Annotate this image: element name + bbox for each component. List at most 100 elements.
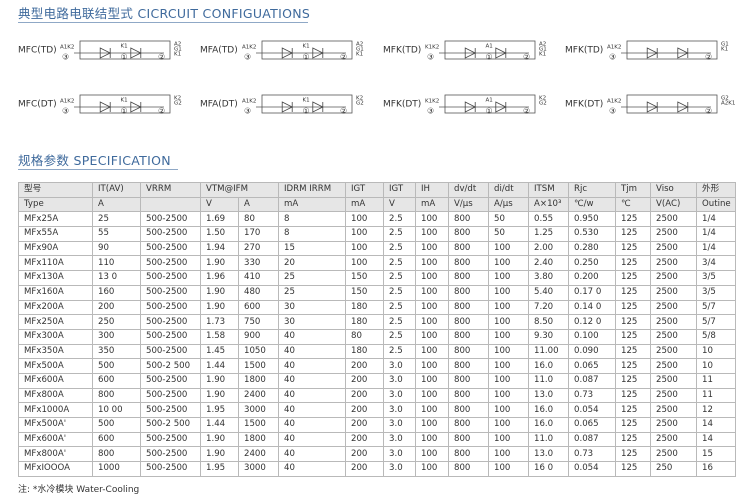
cell: A	[238, 196, 279, 213]
cell: 500-2500	[140, 343, 201, 360]
cell: 2500	[650, 417, 697, 433]
pin-number: ③	[244, 53, 251, 62]
cell: 800	[448, 417, 489, 433]
pin-label: A2K1	[721, 101, 735, 107]
device	[646, 101, 659, 113]
cell: 100	[488, 387, 529, 404]
device	[464, 47, 477, 59]
cell: 1500	[238, 417, 279, 433]
pin-number: ②	[523, 107, 530, 116]
device	[646, 47, 659, 59]
cell: 9.30	[528, 328, 569, 345]
cell: 200	[92, 299, 141, 316]
cell	[140, 196, 201, 213]
cell: 100	[488, 240, 529, 257]
table-row: MFx350A 350 500-2500 1.45 1050 40 180 2.5 100 800…	[18, 343, 736, 360]
cell: 14	[696, 431, 736, 448]
cell: V(AC)	[650, 196, 697, 213]
cell: 5/7	[696, 299, 736, 316]
cell: 外形	[696, 182, 736, 198]
cell: 100	[345, 211, 384, 228]
cell: 125	[615, 240, 651, 257]
cell: 2500	[650, 387, 697, 404]
cell: 500-2500	[140, 240, 201, 257]
cell: 3.0	[383, 461, 416, 477]
pin-number: ①	[303, 107, 310, 116]
cell: 1.58	[200, 328, 239, 345]
cell: 1.96	[200, 270, 239, 286]
pin-number: ③	[609, 107, 616, 116]
cell: 3/4	[696, 255, 736, 272]
cell: 100	[488, 284, 529, 301]
cell: 125	[615, 417, 651, 433]
cell: 125	[615, 328, 651, 345]
circuit-label: MFK(TD)	[383, 46, 421, 56]
circuit-label: MFC(TD)	[18, 46, 57, 56]
pin-number: ②	[523, 53, 530, 62]
cell: 0.530	[568, 226, 616, 242]
cell: 2500	[650, 270, 697, 286]
section-title: 典型电路电联结型式 CICRCUIT CONFIGUATIONS	[18, 6, 311, 21]
cell: 100	[415, 240, 449, 257]
cell: 11.0	[528, 372, 569, 389]
cell: 5/8	[696, 328, 736, 345]
cell: 3.80	[528, 270, 569, 286]
pin-label: A1K2	[607, 45, 621, 51]
cell: 8	[278, 226, 346, 242]
pin-number: ③	[62, 53, 69, 62]
cell: 0.950	[568, 211, 616, 228]
cell: 1.90	[200, 446, 239, 463]
cell: 100	[345, 240, 384, 257]
cell: 100	[415, 211, 449, 228]
cell: 200	[345, 461, 384, 477]
cell: 3/5	[696, 284, 736, 301]
table-row: MFx25A 25 500-2500 1.69 80 8 100 2.5 100 800 50 0.5…	[18, 211, 736, 228]
cell: VTM@IFM	[200, 182, 279, 198]
cell: ℃/w	[568, 196, 616, 213]
cell: 8.50	[528, 314, 569, 330]
cell: 900	[238, 328, 279, 345]
cell: di/dt	[488, 182, 529, 198]
cell: 1.44	[200, 358, 239, 374]
cell: 125	[615, 270, 651, 286]
cell: 2.5	[383, 299, 416, 316]
cell: 500-2500	[140, 314, 201, 330]
cell: MFx90A	[18, 240, 93, 257]
cell: ℃	[615, 196, 651, 213]
circuit-label: MFA(TD)	[200, 46, 238, 56]
pin-label: A2	[356, 42, 363, 48]
cell: 11	[696, 372, 736, 389]
cell: 100	[415, 226, 449, 242]
cell: 1.90	[200, 255, 239, 272]
cell: 500-2 500	[140, 358, 201, 374]
cell: 40	[278, 328, 346, 345]
cell: 3.0	[383, 431, 416, 448]
cell: 800	[448, 211, 489, 228]
cell: 0.55	[528, 211, 569, 228]
circuit-label: MFK(TD)	[565, 46, 603, 56]
cell: 1.95	[200, 461, 239, 477]
cell: VRRM	[140, 182, 201, 198]
cell: 2500	[650, 343, 697, 360]
cell: 125	[615, 211, 651, 228]
cell: 125	[615, 343, 651, 360]
cell: 0.73	[568, 446, 616, 463]
cell: 600	[92, 431, 141, 448]
cell: 800	[448, 387, 489, 404]
rule	[18, 169, 178, 170]
cell: 500-2500	[140, 284, 201, 301]
cell: 0.250	[568, 255, 616, 272]
cell: 7.20	[528, 299, 569, 316]
cell: 2500	[650, 402, 697, 418]
cell: 800	[448, 446, 489, 463]
cell: 3.0	[383, 402, 416, 418]
cell: 3.0	[383, 446, 416, 463]
pin-label: K1	[121, 44, 128, 50]
pin-label: G2	[721, 96, 729, 102]
cell: 500-2500	[140, 299, 201, 316]
cell: IGT	[383, 182, 416, 198]
cell: Rjc	[568, 182, 616, 198]
table-row: 型号 IT(AV) VRRM VTM@IFM IDRM IRRM IGT IGT IH dv/d…	[18, 182, 736, 198]
cell: 110	[92, 255, 141, 272]
table-row: MFx200A 200 500-2500 1.90 600 30 180 2.5 100 800 1…	[18, 299, 736, 316]
